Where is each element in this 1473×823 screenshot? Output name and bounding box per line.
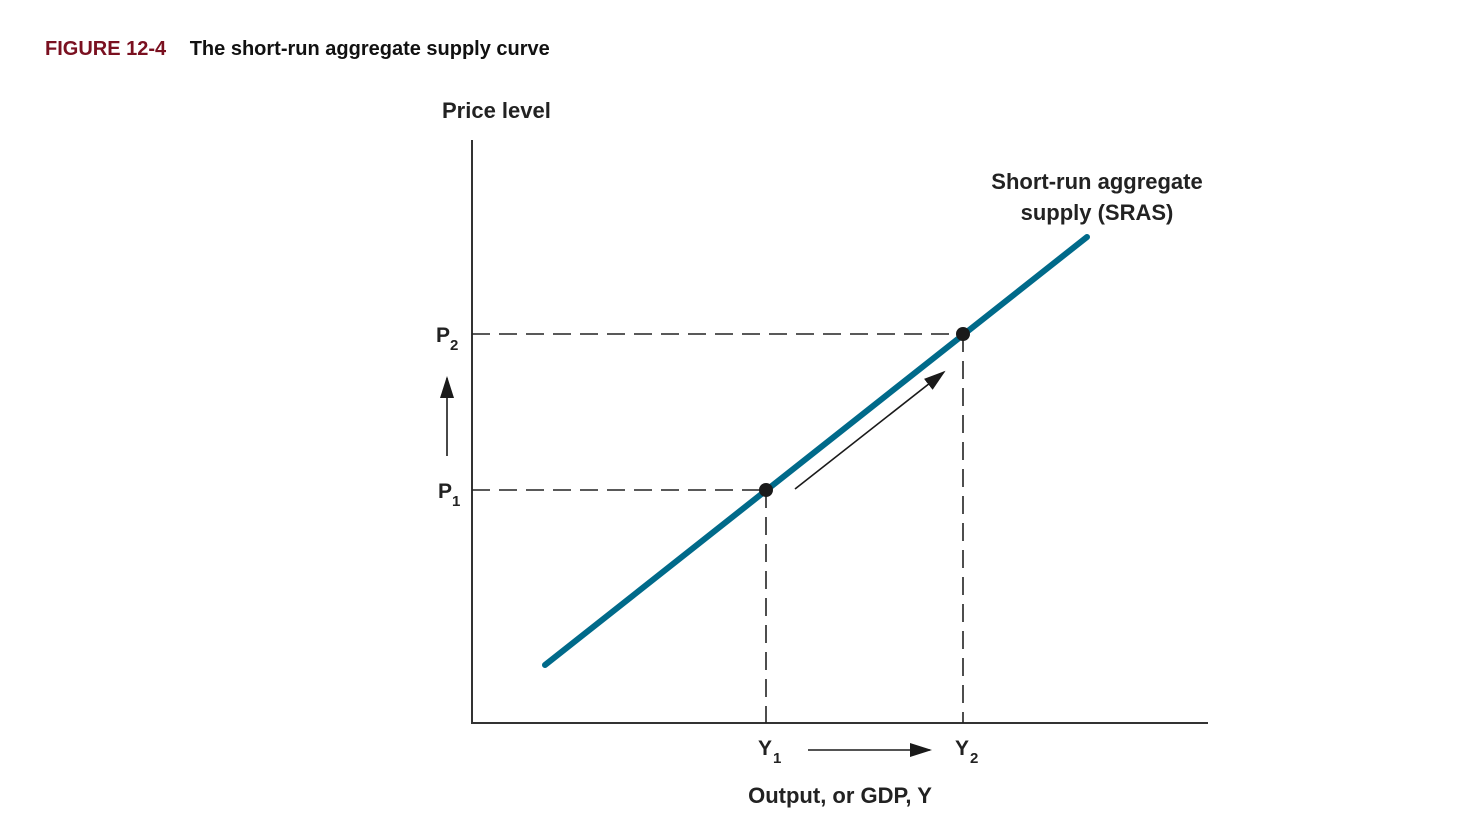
svg-text:P: P (438, 480, 452, 503)
y-tick-p2: P 2 (436, 324, 458, 354)
point-y2-p2 (956, 327, 970, 341)
sras-label-line2: supply (SRAS) (1021, 200, 1174, 225)
y-tick-p1: P 1 (438, 480, 460, 510)
figure-number: FIGURE 12-4 (45, 38, 167, 60)
svg-text:2: 2 (970, 750, 978, 767)
svg-text:P: P (436, 324, 450, 347)
figure-title: The short-run aggregate supply curve (189, 38, 550, 60)
svg-text:Y: Y (758, 737, 772, 760)
x-tick-y1: Y 1 (758, 737, 781, 767)
svg-text:1: 1 (773, 750, 781, 767)
sras-label-line1: Short-run aggregate (991, 169, 1202, 194)
movement-arrow-icon (794, 370, 946, 490)
sras-line (542, 234, 1090, 668)
svg-text:1: 1 (452, 493, 460, 510)
svg-text:Y: Y (955, 737, 969, 760)
svg-text:2: 2 (450, 337, 458, 354)
x-tick-y2: Y 2 (955, 737, 978, 767)
figure-header: FIGURE 12-4 The short-run aggregate supp… (45, 38, 550, 61)
y-axis-label: Price level (442, 98, 551, 123)
x-axis-label: Output, or GDP, Y (748, 783, 932, 808)
point-y1-p1 (759, 483, 773, 497)
